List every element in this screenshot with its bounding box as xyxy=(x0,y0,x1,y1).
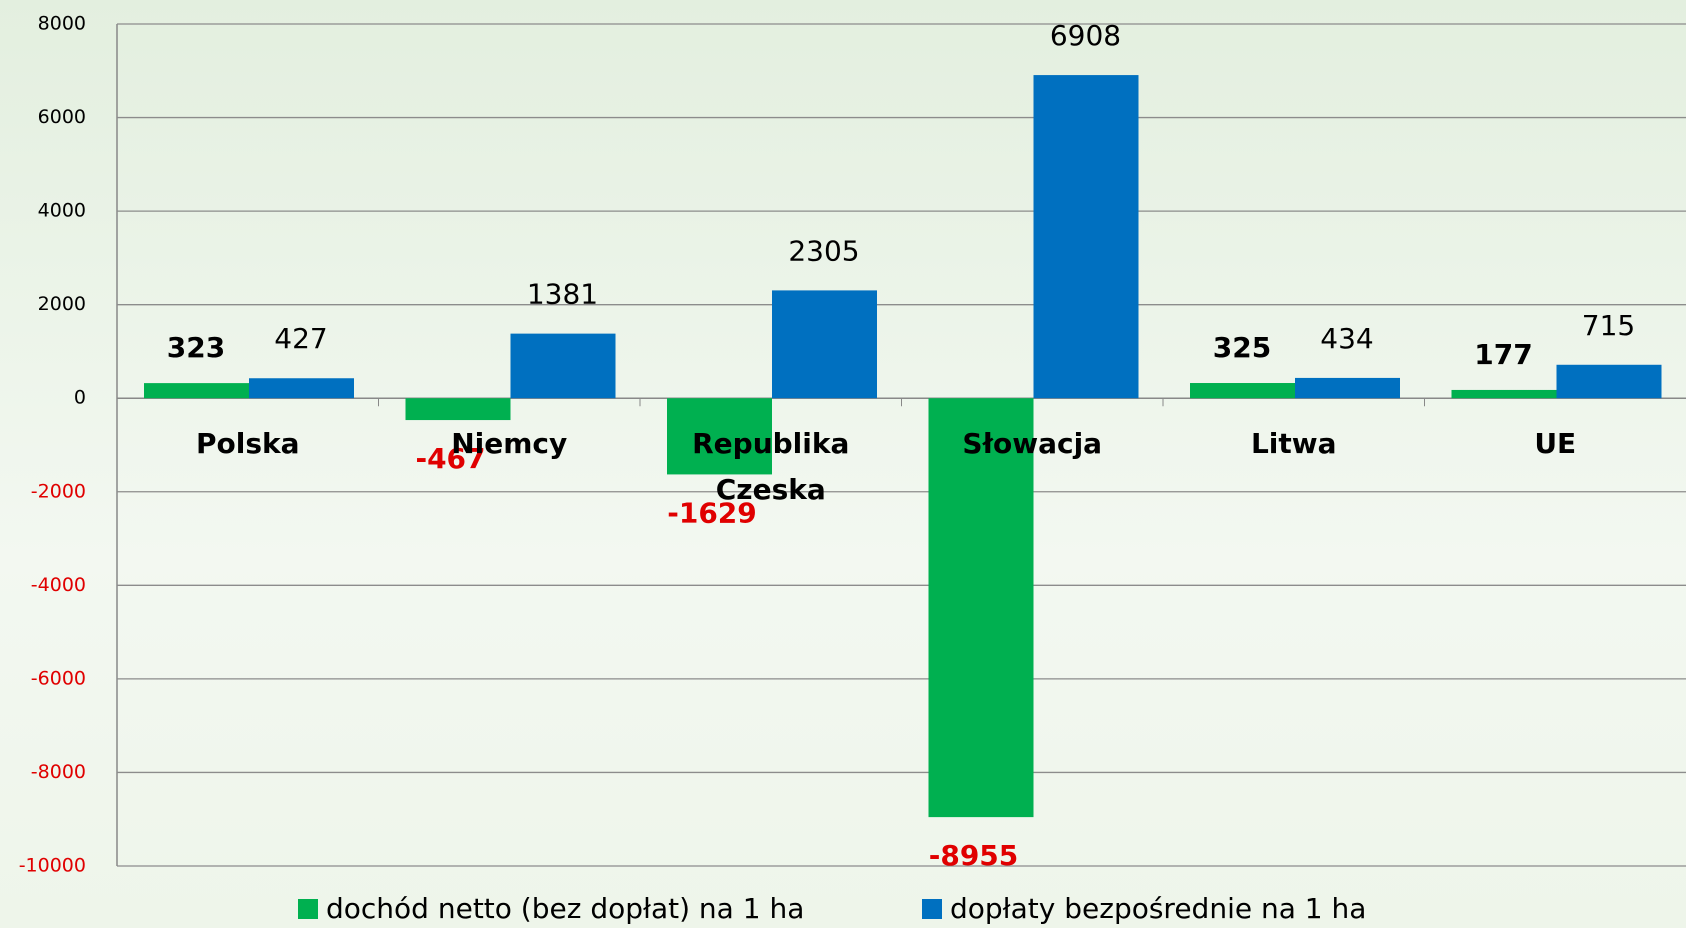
legend-swatch xyxy=(922,898,942,919)
y-tick-label: 2000 xyxy=(38,293,86,315)
y-tick-label: -2000 xyxy=(31,480,86,502)
x-tick-label: Słowacja xyxy=(962,427,1103,461)
legend-item: dochód netto (bez dopłat) na 1 ha xyxy=(298,892,804,925)
y-tick-label: 8000 xyxy=(38,13,86,35)
data-label: 6908 xyxy=(1050,19,1121,52)
data-label: -1629 xyxy=(667,496,757,529)
data-label: 715 xyxy=(1582,309,1635,342)
y-tick-label: -10000 xyxy=(19,855,86,877)
x-tick-label: Polska xyxy=(195,427,300,461)
data-label: -8955 xyxy=(929,839,1019,872)
data-label: 325 xyxy=(1213,331,1271,364)
bar xyxy=(144,383,249,399)
data-label: 2305 xyxy=(788,234,859,267)
data-label: 1381 xyxy=(527,278,598,311)
bar xyxy=(1295,377,1400,399)
bar xyxy=(928,398,1034,818)
y-tick-label: -8000 xyxy=(31,761,86,783)
bar xyxy=(1190,383,1295,399)
bar xyxy=(772,290,877,399)
data-label: -467 xyxy=(415,442,485,475)
bar xyxy=(1033,75,1139,399)
bar xyxy=(510,333,616,399)
bar xyxy=(405,398,511,421)
x-tick-label: Litwa xyxy=(1250,427,1337,461)
data-label: 427 xyxy=(274,322,327,355)
x-tick-label: UE xyxy=(1534,427,1577,461)
legend-label: dochód netto (bez dopłat) na 1 ha xyxy=(326,892,805,925)
y-tick-label: 6000 xyxy=(38,106,86,128)
x-tick-label: Niemcy xyxy=(451,427,568,461)
bar xyxy=(1556,364,1662,399)
y-tick-label: 0 xyxy=(74,387,86,409)
y-tick-label: 4000 xyxy=(38,200,86,222)
legend-label: dopłaty bezpośrednie na 1 ha xyxy=(950,892,1367,925)
data-label: 434 xyxy=(1320,322,1373,355)
data-label: 323 xyxy=(167,331,225,364)
legend-item: dopłaty bezpośrednie na 1 ha xyxy=(922,892,1366,925)
x-tick-label: Republika Czeska xyxy=(692,427,850,507)
y-tick-label: -4000 xyxy=(31,574,86,596)
y-tick-label: -6000 xyxy=(31,667,86,689)
bar xyxy=(249,378,354,399)
bar xyxy=(667,398,772,475)
legend-swatch xyxy=(298,898,318,919)
bar xyxy=(1451,389,1557,399)
data-label: 177 xyxy=(1474,338,1532,371)
